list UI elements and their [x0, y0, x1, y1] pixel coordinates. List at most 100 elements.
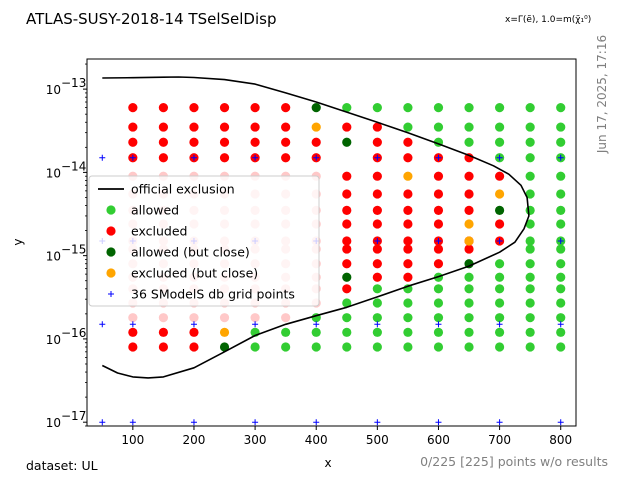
allowed-point: [556, 342, 566, 352]
y-tick-exponent: −14: [61, 159, 86, 173]
data-points-layer: [99, 102, 566, 426]
x-tick-label: 800: [549, 433, 572, 447]
excluded-point: [342, 236, 352, 246]
excluded-point: [219, 102, 230, 113]
excluded-point: [372, 244, 382, 254]
excluded-point: [403, 219, 413, 229]
excluded-point: [128, 137, 138, 147]
excluded-point: [403, 189, 413, 199]
grid-point-marker: [557, 419, 564, 426]
legend-label: official exclusion: [131, 182, 235, 197]
grid-point-marker: [435, 419, 442, 426]
excluded-point: [372, 122, 382, 132]
allowed-point: [556, 259, 566, 269]
excluded-point: [128, 122, 138, 132]
grid-point-marker: [557, 237, 564, 244]
x-tick-label: 100: [121, 433, 144, 447]
allowed-point: [403, 298, 413, 308]
allowed-point: [556, 189, 566, 199]
allowed-point: [342, 102, 352, 113]
excluded-point: [281, 102, 291, 113]
excluded-point: [464, 189, 474, 199]
allowed-point: [342, 327, 352, 337]
grid-point-marker: [252, 321, 259, 328]
excluded-point: [219, 137, 230, 147]
excluded-close-point: [311, 122, 321, 132]
excluded-point: [403, 137, 413, 147]
plot-frame: [86, 58, 577, 427]
excluded-point: [403, 259, 413, 269]
grid-point-marker: [374, 154, 381, 161]
allowed-point: [433, 284, 444, 294]
legend-label: 36 SModelS db grid points: [131, 287, 295, 302]
allowed-point: [556, 327, 566, 337]
allowed-point: [556, 284, 566, 294]
excluded-point: [342, 219, 352, 229]
x-tick-label: 300: [244, 433, 267, 447]
allowed-point: [525, 205, 535, 215]
allowed-point: [525, 153, 535, 163]
excluded-point: [372, 171, 382, 181]
excluded-point: [342, 189, 352, 199]
excluded-point: [433, 189, 444, 199]
allowed-point: [311, 327, 321, 337]
y-tick-label: 10: [46, 166, 61, 180]
legend-dot-handle: [106, 268, 116, 278]
allowed-point: [494, 272, 505, 282]
excluded-point: [250, 122, 260, 132]
grid-point-marker: [435, 237, 442, 244]
legend: official exclusion allowed excluded allowed…: [88, 175, 320, 307]
y-tick-label: 10: [46, 333, 61, 347]
excluded-point: [372, 219, 382, 229]
excluded-point: [494, 219, 505, 229]
allowed-point: [372, 327, 382, 337]
allowed-point: [556, 122, 566, 132]
legend-dot-handle: [106, 205, 116, 215]
allowed-point: [464, 298, 474, 308]
allowed-point: [494, 137, 505, 147]
grid-point-marker: [129, 419, 136, 426]
grid-point-marker: [374, 419, 381, 426]
allowed-point: [494, 313, 505, 323]
excluded-point: [433, 205, 444, 215]
allowed-point: [372, 313, 382, 323]
grid-point-marker: [435, 321, 442, 328]
grid-point-marker: [496, 419, 503, 426]
allowed-point: [556, 298, 566, 308]
allowed-point: [494, 102, 505, 113]
grid-point-marker: [190, 419, 197, 426]
allowed-point: [372, 298, 382, 308]
allowed-point: [464, 102, 474, 113]
excluded-point: [403, 236, 413, 246]
allowed-close-point: [494, 205, 505, 215]
excluded-point: [128, 102, 138, 113]
allowed-point: [372, 102, 382, 113]
excluded-point: [189, 122, 199, 132]
allowed-point: [342, 342, 352, 352]
excluded-point: [158, 342, 169, 352]
allowed-point: [525, 171, 535, 181]
allowed-point: [403, 342, 413, 352]
allowed-point: [372, 342, 382, 352]
allowed-point: [525, 102, 535, 113]
allowed-point: [403, 313, 413, 323]
excluded-point: [433, 259, 444, 269]
allowed-point: [250, 342, 260, 352]
points-without-results: 0/225 [225] points w/o results: [420, 454, 608, 469]
excluded-point: [219, 122, 230, 132]
timestamp: Jun 17, 2025, 17:16: [595, 35, 609, 154]
allowed-point: [525, 244, 535, 254]
excluded-point-faded: [219, 313, 230, 323]
x-axis-ticks: 100 200 300 400 500 600 700 800: [121, 426, 572, 447]
grid-point-marker: [252, 154, 259, 161]
allowed-point: [433, 313, 444, 323]
grid-point-marker: [313, 154, 320, 161]
excluded-point: [403, 153, 413, 163]
allowed-point: [556, 137, 566, 147]
allowed-point: [372, 284, 382, 294]
allowed-point: [433, 122, 444, 132]
x-tick-label: 700: [488, 433, 511, 447]
allowed-point: [525, 122, 535, 132]
allowed-point: [494, 298, 505, 308]
